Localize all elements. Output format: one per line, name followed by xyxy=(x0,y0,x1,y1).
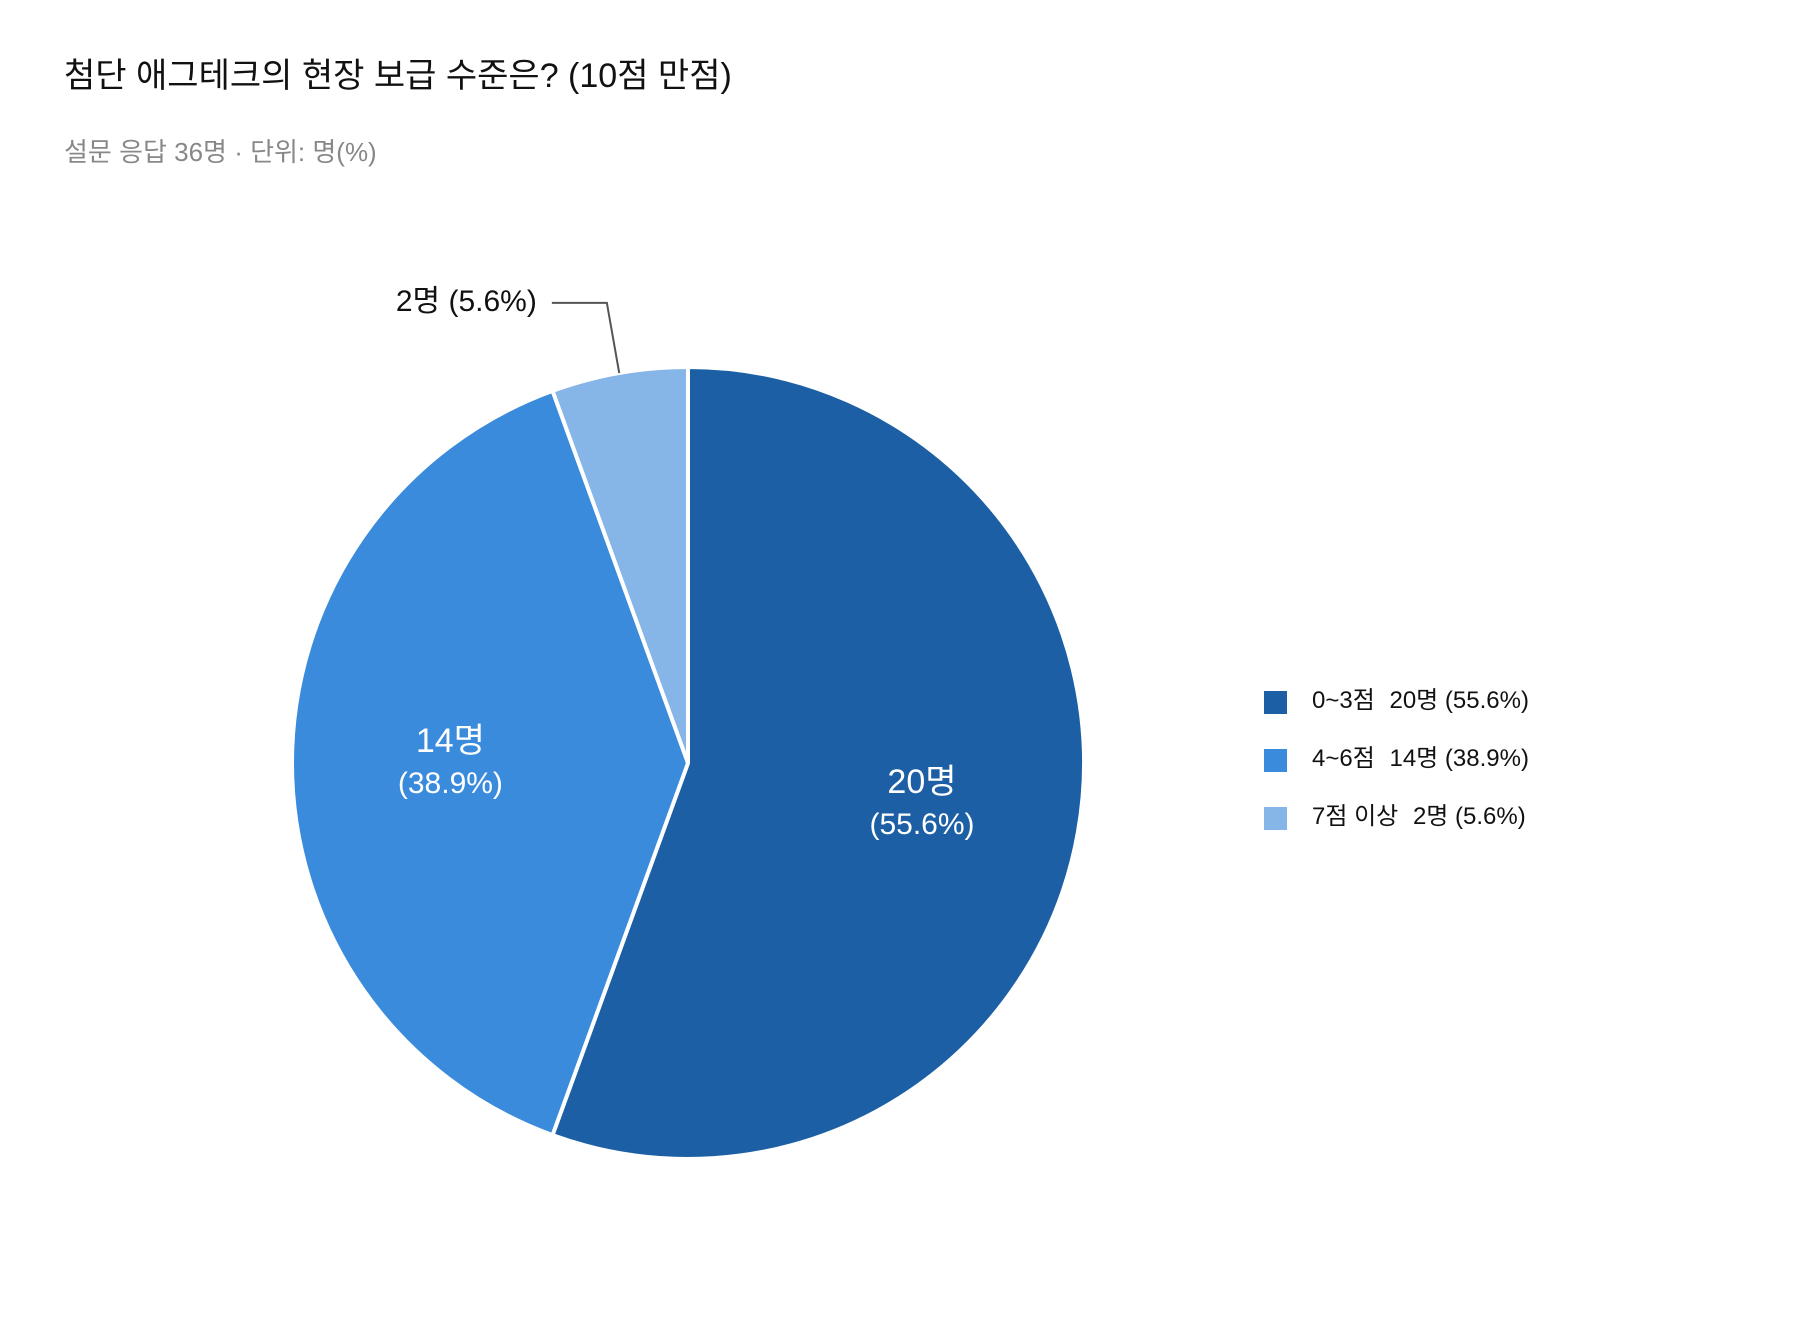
slice-value-label: 14명 xyxy=(416,722,485,760)
pie-slice xyxy=(549,364,1086,1161)
legend-value: 2명 xyxy=(1413,803,1448,830)
pie-slice xyxy=(290,388,691,1138)
legend-value: 20명 xyxy=(1389,687,1438,714)
slice-percent-label: (38.9%) xyxy=(398,767,503,800)
legend-swatch xyxy=(1264,691,1287,714)
legend-percent: (55.6%) xyxy=(1445,687,1529,714)
chart-title: 첨단 애그테크의 현장 보급 수준은? (10점 만점) xyxy=(64,57,732,95)
pie-slice xyxy=(549,364,690,764)
legend-category: 4~6점 xyxy=(1312,745,1375,772)
legend-swatch xyxy=(1264,807,1287,830)
slice-value-label: 20명 xyxy=(887,763,956,801)
legend-entry: 4~6점 14명 (38.9%) xyxy=(1312,745,1529,772)
leader-line xyxy=(551,301,621,374)
legend-category: 7점 이상 xyxy=(1312,803,1398,830)
legend-category: 0~3점 xyxy=(1312,687,1375,714)
slice-value-label: 2명 xyxy=(396,285,440,318)
legend-percent: (5.6%) xyxy=(1455,803,1526,830)
slice-percent-label: (5.6%) xyxy=(448,285,536,318)
legend-entry: 7점 이상 2명 (5.6%) xyxy=(1312,803,1526,830)
legend-entry: 0~3점 20명 (55.6%) xyxy=(1312,687,1529,714)
legend-swatch xyxy=(1264,749,1287,772)
legend-percent: (38.9%) xyxy=(1445,745,1529,772)
slice-percent-label: (55.6%) xyxy=(869,808,974,841)
slice-outer-label: 2명 (5.6%) xyxy=(396,285,537,318)
chart-subtitle: 설문 응답 36명 · 단위: 명(%) xyxy=(64,137,377,167)
legend-value: 14명 xyxy=(1389,745,1438,772)
